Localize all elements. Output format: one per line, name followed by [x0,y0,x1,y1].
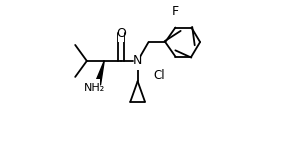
Text: N: N [133,54,142,67]
Text: O: O [116,27,126,40]
Polygon shape [95,61,104,85]
FancyBboxPatch shape [173,3,178,20]
Text: Cl: Cl [154,69,165,82]
FancyBboxPatch shape [118,25,124,42]
FancyBboxPatch shape [90,79,100,96]
Text: F: F [172,5,179,18]
FancyBboxPatch shape [155,67,163,84]
Text: NH₂: NH₂ [84,83,105,93]
FancyBboxPatch shape [135,52,140,70]
